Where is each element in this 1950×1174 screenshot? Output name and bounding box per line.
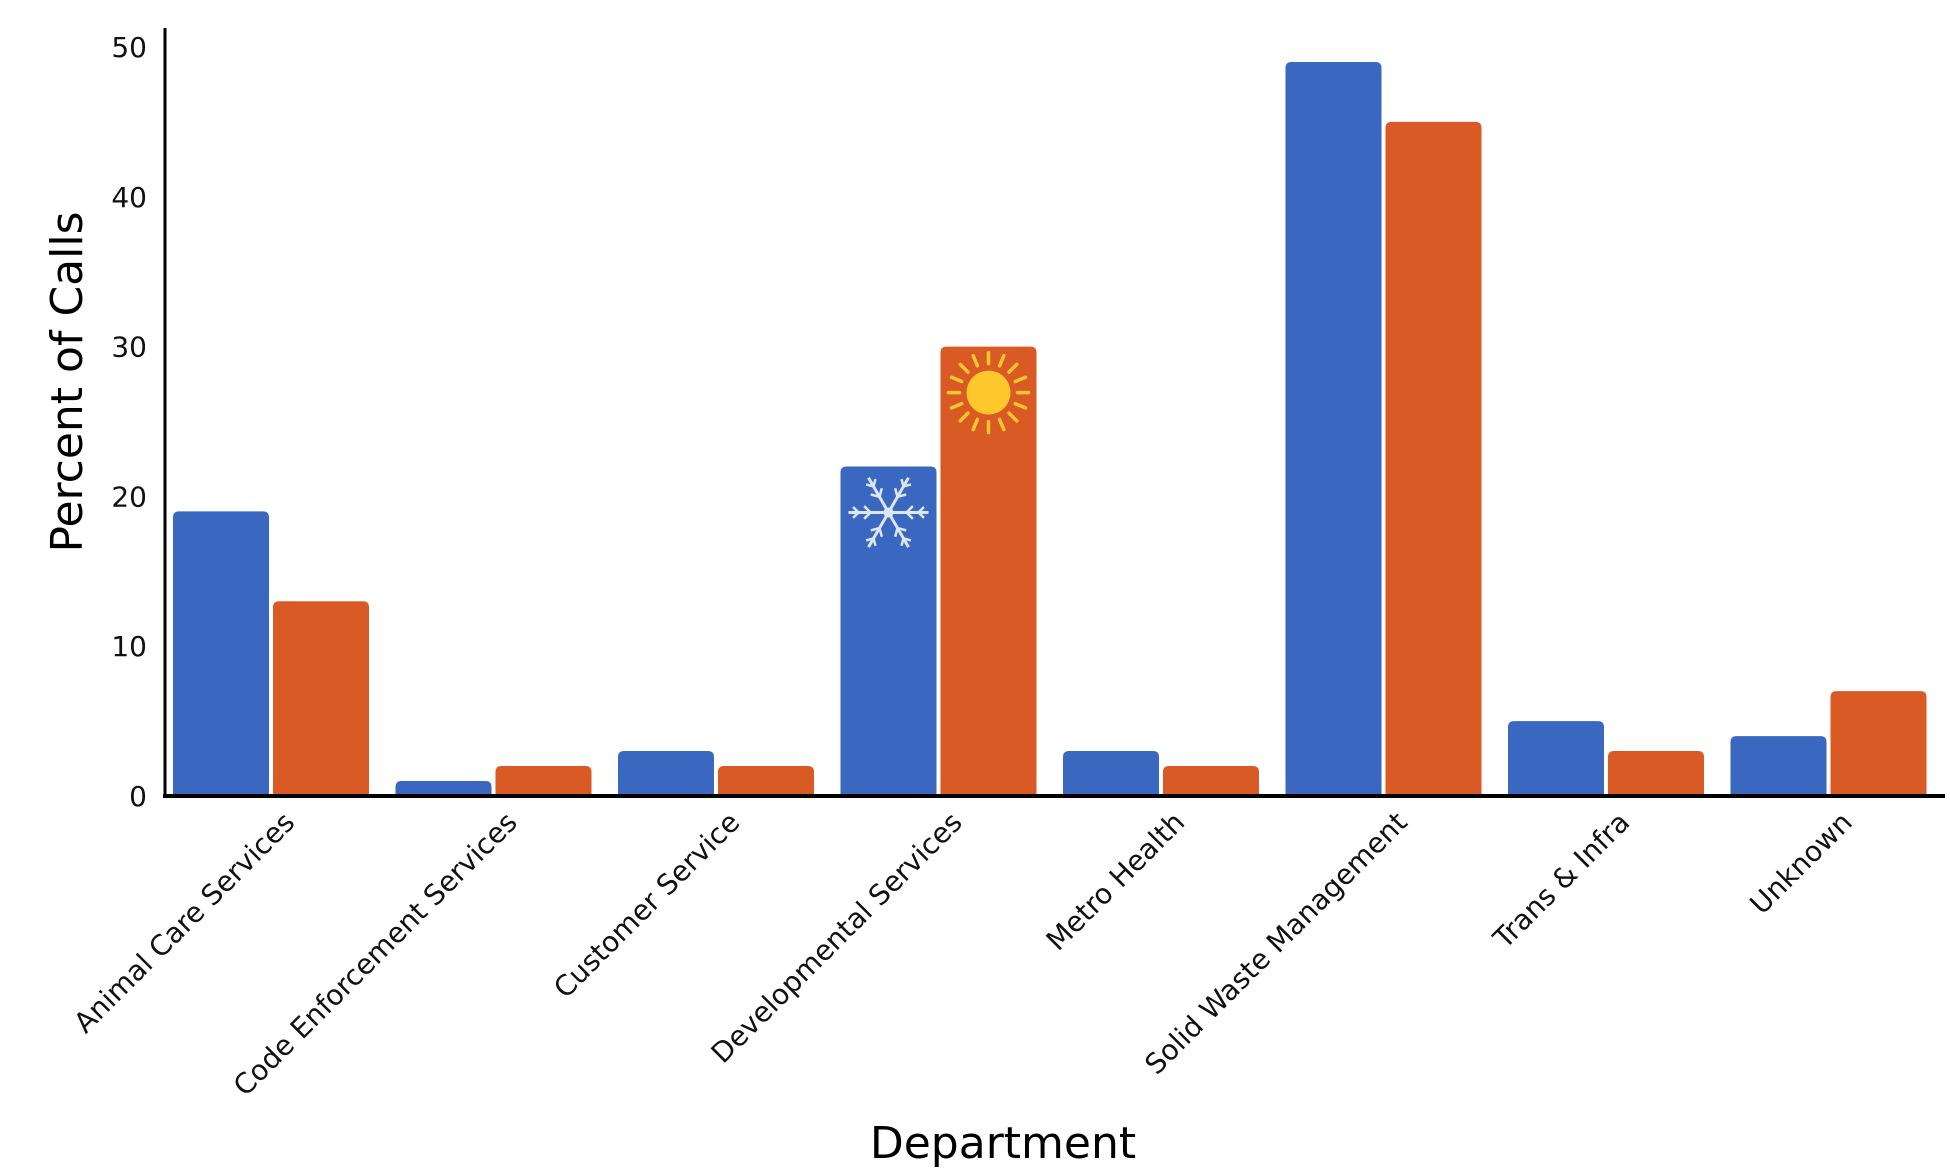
bar-s1-3 [940,346,1037,796]
bar-s0-6 [1508,721,1604,796]
x-tick-label-6: Trans & Infra [1486,806,1636,956]
bar-s1-5 [1385,121,1482,796]
y-tick-label-4: 40 [111,181,147,214]
x-axis-title: Department [870,1118,1136,1169]
sun-icon [946,350,1031,435]
y-axis-title: Percent of Calls [42,212,93,553]
snowflake-icon [848,477,929,548]
x-tick-label-3: Developmental Services [705,806,969,1070]
x-tick-label-5: Solid Waste Management [1138,806,1413,1081]
bar-s1-7 [1830,691,1927,796]
bars [173,61,1927,797]
y-tick-label-2: 20 [111,480,147,513]
bar-s1-6 [1608,751,1704,796]
y-tick-label-3: 30 [111,331,147,364]
bar-s1-2 [718,766,814,796]
bar-s0-3 [840,466,937,796]
bar-s0-1 [395,781,492,796]
x-tick-label-0: Animal Care Services [67,806,301,1040]
x-tick-label-4: Metro Health [1040,806,1191,957]
y-axis-ticks: 0 10 20 30 40 50 [111,31,147,813]
y-tick-label-5: 50 [111,31,147,64]
bar-s0-7 [1730,736,1827,796]
bar-icons [848,350,1031,548]
x-tick-label-2: Customer Service [547,806,746,1005]
y-tick-label-1: 10 [111,630,147,663]
bar-s1-0 [273,601,369,796]
bar-s0-0 [173,511,269,796]
bar-s1-4 [1163,766,1259,796]
bar-s0-2 [618,751,714,796]
bar-s1-1 [495,766,592,796]
x-tick-label-7: Unknown [1743,806,1858,921]
y-tick-label-0: 0 [129,780,147,813]
bar-s0-5 [1285,61,1382,797]
bar-s0-4 [1063,751,1159,796]
